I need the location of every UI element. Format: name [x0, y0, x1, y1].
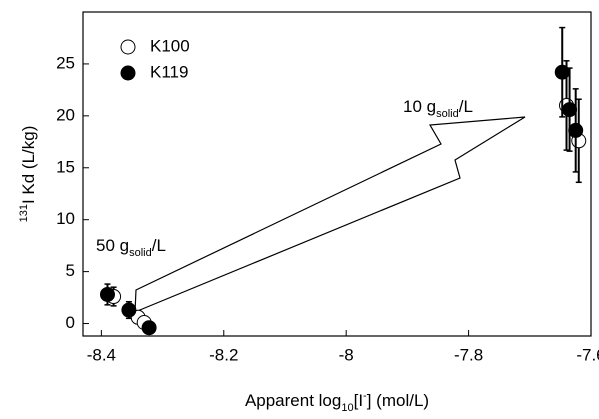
y-axis-label: 131I Kd (L/kg) — [18, 126, 39, 223]
label-part: 131 — [18, 204, 30, 222]
point — [141, 320, 157, 336]
label-part: 50 g — [96, 236, 129, 255]
label-part: 10 — [341, 402, 353, 414]
legend-marker — [120, 65, 136, 81]
point — [121, 302, 137, 318]
label-part: Apparent log — [245, 391, 341, 410]
x-axis-label: Apparent log10[I-] (mol/L) — [245, 390, 429, 414]
x-tick-label: -8 — [339, 345, 354, 364]
annotation: 10 gsolid/L — [403, 97, 473, 119]
label-part: /L — [459, 97, 473, 116]
label-part: solid — [436, 108, 459, 120]
x-tick-label: -7.8 — [454, 345, 483, 364]
y-tick-label: 5 — [66, 261, 75, 280]
y-tick-label: 15 — [56, 157, 75, 176]
label-part: [I — [354, 391, 363, 410]
point — [562, 102, 578, 118]
label-part: solid — [129, 247, 152, 259]
annotation: 50 gsolid/L — [96, 236, 166, 258]
label-part: I Kd (L/kg) — [19, 126, 38, 204]
legend-label: K119 — [150, 62, 188, 81]
plot-frame — [82, 11, 592, 337]
point — [99, 286, 115, 302]
label-part: 10 g — [403, 97, 436, 116]
legend-label: K100 — [150, 36, 190, 55]
y-tick-label: 10 — [56, 209, 75, 228]
y-tick-label: 20 — [56, 105, 75, 124]
label-part: ] (mol/L) — [367, 391, 429, 410]
label-part: /L — [152, 236, 166, 255]
arrow — [134, 116, 526, 313]
x-tick-label: -8.2 — [209, 345, 238, 364]
y-tick-label: 25 — [56, 53, 75, 72]
label-part: - — [363, 390, 367, 402]
x-tick-label: -7.6 — [576, 345, 599, 364]
legend-marker — [120, 39, 136, 55]
point — [568, 122, 584, 138]
x-tick-label: -8.4 — [87, 345, 116, 364]
y-tick-label: 0 — [66, 313, 75, 332]
